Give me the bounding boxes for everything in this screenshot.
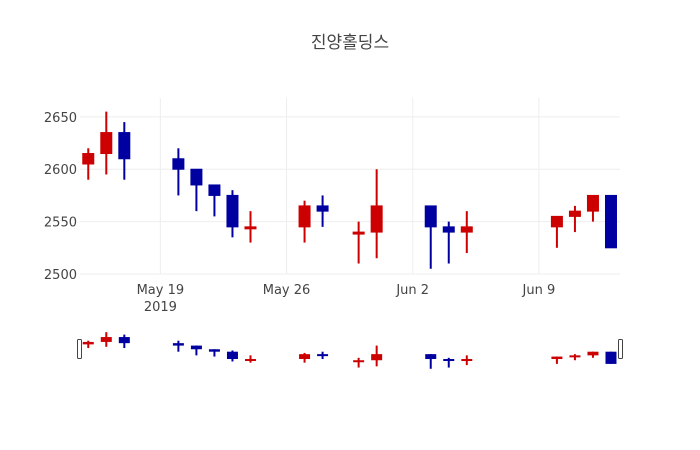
slider-candle bbox=[100, 332, 112, 347]
x-tick-label: Jun 2 bbox=[395, 283, 429, 298]
slider-candle bbox=[443, 357, 455, 368]
slider-candle bbox=[172, 340, 184, 352]
candle-decreasing[interactable] bbox=[316, 195, 329, 227]
gridlines bbox=[80, 98, 620, 275]
slider-candle bbox=[82, 340, 94, 349]
candle-decreasing[interactable] bbox=[442, 221, 455, 264]
y-axis: 2500 2550 2600 2650 bbox=[44, 111, 77, 283]
slider-candle bbox=[371, 345, 383, 367]
candle-decreasing[interactable] bbox=[424, 205, 437, 269]
slider-candle bbox=[190, 345, 202, 356]
y-tick-label: 2550 bbox=[44, 216, 77, 231]
candle-increasing[interactable] bbox=[370, 169, 383, 259]
x-tick-label: May 19 bbox=[137, 283, 185, 298]
range-slider[interactable] bbox=[77, 332, 623, 369]
range-slider-right-handle[interactable] bbox=[618, 339, 623, 359]
slider-candle bbox=[425, 354, 437, 369]
candle-decreasing[interactable] bbox=[172, 148, 185, 196]
x-tick-year-label: 2019 bbox=[144, 300, 177, 315]
candle-increasing[interactable] bbox=[550, 215, 563, 248]
slider-candle bbox=[226, 350, 238, 362]
candle-increasing[interactable] bbox=[460, 211, 473, 254]
x-tick-label: May 26 bbox=[263, 283, 311, 298]
y-tick-label: 2650 bbox=[44, 111, 77, 126]
plot-area[interactable] bbox=[82, 111, 617, 269]
candle-decreasing[interactable] bbox=[118, 122, 131, 180]
slider-candle bbox=[353, 357, 365, 368]
slider-candle bbox=[605, 351, 617, 364]
range-slider-left-handle[interactable] bbox=[77, 339, 82, 359]
slider-candle bbox=[208, 349, 220, 357]
chart-title: 진양홀딩스 bbox=[310, 33, 390, 53]
candle-increasing[interactable] bbox=[244, 211, 257, 243]
candle-increasing[interactable] bbox=[586, 194, 599, 222]
slider-candle bbox=[317, 351, 329, 360]
candle-increasing[interactable] bbox=[82, 148, 95, 180]
candle-decreasing[interactable] bbox=[604, 194, 617, 249]
x-tick-label: Jun 9 bbox=[522, 283, 556, 298]
slider-candle bbox=[299, 352, 311, 363]
slider-candle bbox=[569, 354, 581, 361]
candle-decreasing[interactable] bbox=[190, 168, 203, 212]
candle-decreasing[interactable] bbox=[226, 190, 239, 238]
candle-increasing[interactable] bbox=[298, 200, 311, 243]
candle-increasing[interactable] bbox=[568, 205, 581, 233]
candle-decreasing[interactable] bbox=[208, 184, 221, 217]
slider-candle bbox=[244, 355, 256, 363]
slider-candle bbox=[461, 355, 473, 366]
candle-increasing[interactable] bbox=[100, 111, 113, 175]
x-axis: May 19 2019 May 26 Jun 2 Jun 9 bbox=[137, 283, 556, 315]
y-tick-label: 2600 bbox=[44, 163, 77, 178]
y-tick-label: 2500 bbox=[44, 268, 77, 283]
slider-candle bbox=[551, 356, 563, 364]
slider-candle bbox=[587, 351, 599, 358]
slider-candle bbox=[118, 334, 130, 349]
candle-increasing[interactable] bbox=[352, 221, 365, 264]
